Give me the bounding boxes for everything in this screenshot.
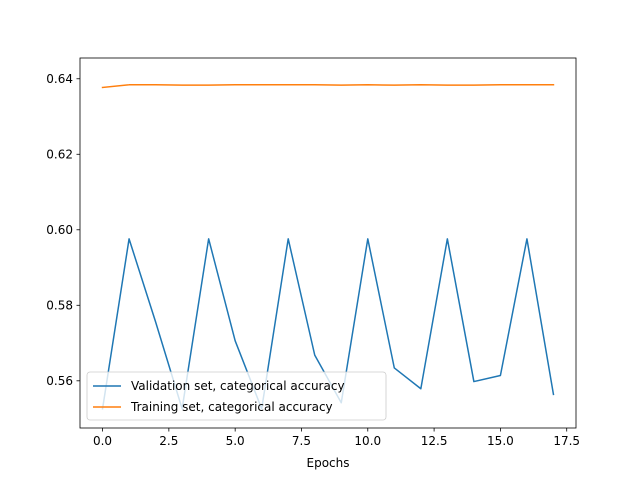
x-tick-label: 15.0 [487,434,514,448]
x-tick-label: 17.5 [553,434,580,448]
x-tick-label: 0.0 [93,434,112,448]
y-tick-label: 0.58 [46,299,73,313]
x-tick-label: 2.5 [159,434,178,448]
x-tick-label: 10.0 [354,434,381,448]
y-axis: 0.56 0.58 0.60 0.62 0.64 [46,72,80,388]
legend-label-training: Training set, categorical accuracy [130,400,333,414]
x-axis: 0.0 2.5 5.0 7.5 10.0 12.5 15.0 17.5 [93,428,580,448]
y-tick-label: 0.60 [46,223,73,237]
legend-box [86,371,387,421]
axes-background [80,58,576,428]
x-axis-label: Epochs [307,456,350,470]
y-tick-label: 0.64 [46,72,73,86]
x-tick-label: 5.0 [226,434,245,448]
axes-frame [79,57,577,429]
y-tick-label: 0.62 [46,148,73,162]
series-line-1 [101,84,555,89]
x-tick-label: 7.5 [292,434,311,448]
y-tick-label: 0.56 [46,374,73,388]
legend: Validation set, categorical accuracy Tra… [86,371,387,421]
x-tick-label: 12.5 [421,434,448,448]
plot-area [80,58,576,428]
legend-label-validation: Validation set, categorical accuracy [131,379,345,393]
